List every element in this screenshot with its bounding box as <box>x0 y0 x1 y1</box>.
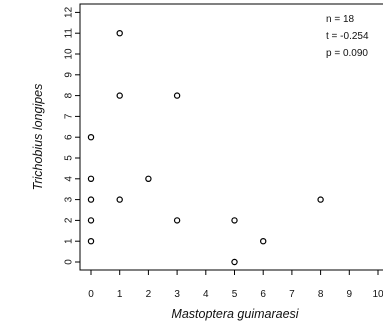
y-tick-label: 5 <box>64 155 75 161</box>
x-axis-title: Mastoptera guimaraesi <box>171 307 299 321</box>
x-tick-label: 9 <box>347 289 353 300</box>
data-point <box>317 196 324 203</box>
data-point <box>116 92 123 99</box>
data-point <box>87 217 95 224</box>
plot-frame <box>79 3 383 271</box>
y-tick-label: 3 <box>64 196 75 202</box>
x-tick-label: 7 <box>289 289 295 300</box>
data-point <box>260 237 267 245</box>
data-point <box>87 196 95 203</box>
x-axis: 0 1 2 3 4 5 6 7 8 9 10 <box>88 270 383 300</box>
stat-line: p = 0.090 <box>326 48 368 59</box>
y-tick-label: 6 <box>64 134 75 140</box>
y-tick-label: 12 <box>64 6 75 18</box>
data-point <box>87 175 95 182</box>
y-tick-label: 11 <box>64 28 75 39</box>
x-tick-label: 6 <box>260 289 266 300</box>
y-tick-label: 7 <box>64 113 75 119</box>
data-point <box>87 237 95 245</box>
data-point <box>87 133 95 141</box>
x-tick-label: 0 <box>88 289 94 300</box>
stat-line: n = 18 <box>326 14 355 25</box>
y-tick-label: 0 <box>64 259 75 265</box>
stats-annotation: n = 18 t = -0.254 p = 0.090 <box>326 14 369 59</box>
y-tick-label: 1 <box>64 238 75 244</box>
stat-line: t = -0.254 <box>326 31 369 42</box>
y-axis-title: Trichobius longipes <box>31 84 45 191</box>
data-point <box>173 92 181 99</box>
data-point <box>231 217 238 224</box>
data-point <box>231 258 238 266</box>
x-tick-label: 3 <box>174 289 180 300</box>
x-tick-label: 2 <box>146 289 152 300</box>
x-tick-label: 4 <box>203 289 209 300</box>
data-point <box>173 217 181 224</box>
data-point <box>116 196 123 203</box>
data-points <box>87 30 324 266</box>
y-tick-label: 2 <box>64 217 75 223</box>
y-tick-label: 4 <box>64 176 75 182</box>
data-point <box>116 30 123 37</box>
data-point <box>145 175 152 182</box>
y-tick-label: 10 <box>64 48 75 60</box>
y-tick-label: 9 <box>64 72 75 78</box>
y-tick-label: 8 <box>64 92 75 98</box>
x-tick-label: 1 <box>117 289 123 300</box>
x-tick-label: 10 <box>372 289 383 300</box>
x-tick-label: 8 <box>318 289 324 300</box>
x-tick-label: 5 <box>232 289 238 300</box>
